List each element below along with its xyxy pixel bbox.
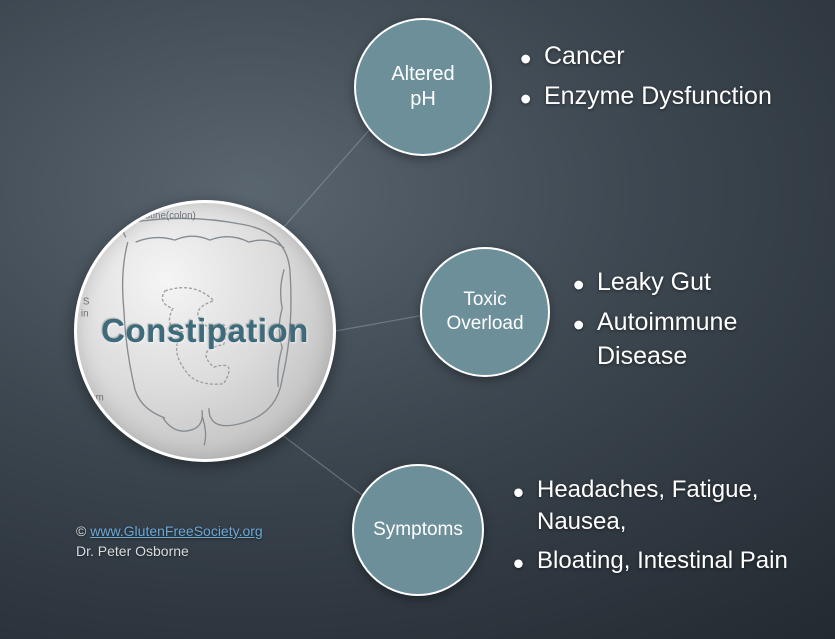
anatomy-label-bottom-left: us xyxy=(98,433,108,444)
bullets-symptoms: Headaches, Fatigue, Nausea, Bloating, In… xyxy=(513,474,815,583)
sub-circle-label: Symptoms xyxy=(373,518,463,542)
main-circle-label: Constipation xyxy=(101,312,309,350)
main-circle-constipation: ntestine(colon) S S in eum us Si Constip… xyxy=(74,200,336,462)
anatomy-label-lower-left: eum xyxy=(85,392,104,403)
sub-circle-label: ToxicOverload xyxy=(446,288,523,336)
sub-circle-altered-ph: AlteredpH xyxy=(354,18,492,156)
bullet-item: Headaches, Fatigue, Nausea, xyxy=(513,474,815,539)
sub-circle-symptoms: Symptoms xyxy=(352,464,484,596)
anatomy-label-top-right: S xyxy=(294,228,301,239)
bullet-item: Enzyme Dysfunction xyxy=(520,80,772,114)
bullets-altered-ph: Cancer Enzyme Dysfunction xyxy=(520,40,772,120)
copyright-symbol: © xyxy=(76,523,90,539)
attribution-author: Dr. Peter Osborne xyxy=(76,543,189,559)
bullet-item: Bloating, Intestinal Pain xyxy=(513,545,815,577)
anatomy-label-mid-2: in xyxy=(81,308,89,319)
attribution-block: © www.GlutenFreeSociety.org Dr. Peter Os… xyxy=(76,521,263,562)
bullet-item: Cancer xyxy=(520,40,772,74)
anatomy-label-bottom-right: Si xyxy=(294,433,303,444)
sub-circle-label: AlteredpH xyxy=(391,62,454,112)
bullets-toxic-overload: Leaky Gut Autoimmune Disease xyxy=(573,266,815,379)
bullet-item: Autoimmune Disease xyxy=(573,306,815,374)
anatomy-label-mid-1: S xyxy=(83,297,90,308)
attribution-link[interactable]: www.GlutenFreeSociety.org xyxy=(90,523,262,539)
bullet-item: Leaky Gut xyxy=(573,266,815,300)
connector-2 xyxy=(330,314,430,332)
anatomy-label-top-left: ntestine(colon) xyxy=(132,211,196,222)
sub-circle-toxic-overload: ToxicOverload xyxy=(420,247,550,377)
